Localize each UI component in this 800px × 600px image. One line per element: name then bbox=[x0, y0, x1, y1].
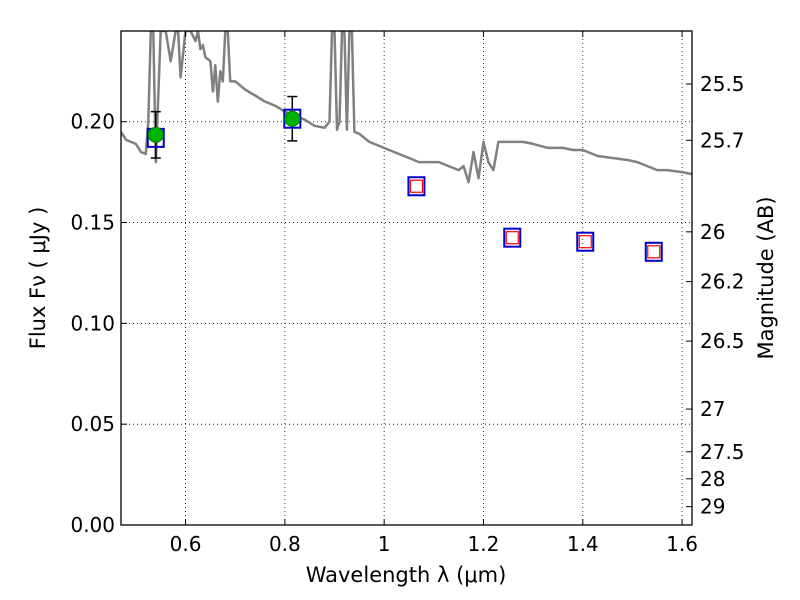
y2-tick-label: 29 bbox=[700, 495, 725, 519]
x-tick-label: 1.2 bbox=[468, 532, 500, 556]
y2-tick-label: 27.5 bbox=[700, 440, 745, 464]
y2-tick-label: 25.7 bbox=[700, 128, 745, 152]
model-square-blue bbox=[503, 227, 522, 248]
model-square-blue bbox=[576, 231, 595, 252]
y2-tick-label: 26 bbox=[700, 220, 725, 244]
y2-tick-label: 27 bbox=[700, 397, 725, 421]
y2-axis-title: Magnitude (AB) bbox=[754, 196, 778, 359]
spectrum-series bbox=[121, 31, 692, 184]
y-tick-label: 0.05 bbox=[70, 412, 115, 436]
spectrum-line bbox=[121, 31, 692, 184]
observed-point bbox=[147, 126, 164, 143]
x-tick-label: 1.6 bbox=[666, 532, 698, 556]
y-axis-title: Flux Fν ( μJy ) bbox=[26, 207, 50, 350]
y2-tick-label: 26.5 bbox=[700, 329, 745, 353]
y-tick-label: 0.15 bbox=[70, 211, 115, 235]
x-axis-title: Wavelength λ (μm) bbox=[306, 563, 507, 587]
grid-lines bbox=[121, 31, 692, 525]
x-tick-label: 1.4 bbox=[567, 532, 599, 556]
y-tick-label: 0.10 bbox=[70, 311, 115, 335]
axis-ticks: 0.6 0.8 1 1.2 1.4 1.6 0.00 0.05 0.10 0.15 0.20 25.5… bbox=[70, 31, 745, 556]
observed-point bbox=[284, 110, 301, 127]
y-tick-label: 0.00 bbox=[70, 513, 115, 537]
plot-frame bbox=[120, 30, 693, 526]
x-tick-label: 1 bbox=[378, 532, 391, 556]
model-square-red bbox=[647, 245, 661, 259]
y2-tick-label: 28 bbox=[700, 467, 725, 491]
x-tick-label: 0.8 bbox=[269, 532, 301, 556]
y-tick-label: 0.20 bbox=[70, 110, 115, 134]
model-square-red bbox=[505, 231, 519, 245]
model-square-red bbox=[578, 235, 592, 249]
y2-tick-label: 25.5 bbox=[700, 72, 745, 96]
y2-tick-label: 26.2 bbox=[700, 270, 745, 294]
model-square-blue bbox=[407, 176, 426, 197]
photometry-markers bbox=[146, 95, 663, 262]
model-square-red bbox=[409, 179, 424, 193]
x-tick-label: 0.6 bbox=[170, 532, 202, 556]
model-square-blue bbox=[644, 241, 663, 262]
